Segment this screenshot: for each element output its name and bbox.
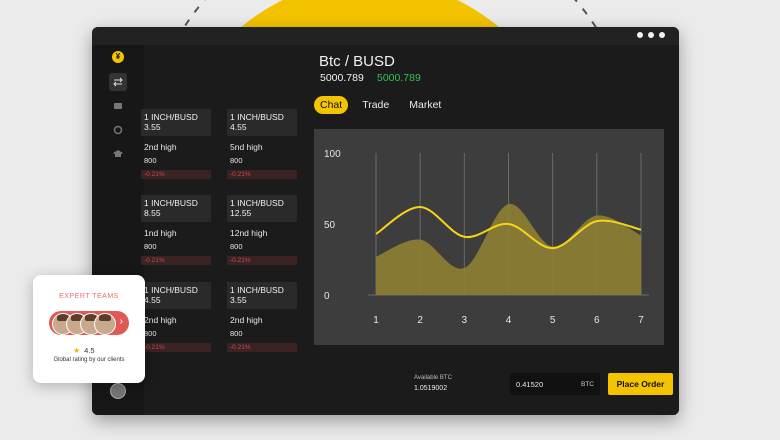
card-pair: 1 INCH/BUSD xyxy=(144,198,198,208)
graduation-cap-icon[interactable] xyxy=(109,145,127,163)
card-change: -0.21% xyxy=(141,256,211,265)
card-header: 1 INCH/BUSD 3.55 xyxy=(141,109,211,136)
main-content: Btc / BUSD 5000.789 5000.789 Chat Trade … xyxy=(141,45,679,415)
card-count: 800 xyxy=(144,329,157,338)
dot xyxy=(637,32,643,38)
dot xyxy=(659,32,665,38)
card-count: 800 xyxy=(230,329,243,338)
market-card[interactable]: 1 INCH/BUSD 4.55 2nd high 800 -0.21% xyxy=(141,282,211,352)
price-chart[interactable]: 100 50 0 1 2 3 4 5 6 7 xyxy=(314,129,664,345)
rating-row: ★ 4.5 xyxy=(73,346,95,355)
card-label: 12nd high xyxy=(230,228,268,238)
price-value: 5000.789 xyxy=(320,72,364,84)
card-pair: 1 INCH/BUSD xyxy=(230,112,284,122)
card-pair: 1 INCH/BUSD xyxy=(144,285,198,295)
card-label: 1nd high xyxy=(144,228,177,238)
available-label: Available BTC xyxy=(414,375,452,381)
card-label: 2nd high xyxy=(144,315,177,325)
x-tick-label: 2 xyxy=(417,315,423,326)
wallet-icon[interactable] xyxy=(109,97,127,115)
card-value: 3.55 xyxy=(144,122,161,132)
x-tick-label: 7 xyxy=(638,315,644,326)
x-tick-label: 4 xyxy=(506,315,512,326)
team-avatars: › xyxy=(49,311,129,335)
card-label: 5nd high xyxy=(230,142,263,152)
x-tick-label: 5 xyxy=(550,315,556,326)
avatar[interactable] xyxy=(110,383,126,399)
x-tick-label: 3 xyxy=(462,315,468,326)
rating-value: 4.5 xyxy=(84,346,95,355)
card-change: -0.21% xyxy=(227,256,297,265)
card-pair: 1 INCH/BUSD xyxy=(230,285,284,295)
market-card[interactable]: 1 INCH/BUSD 3.55 2nd high 800 -0.21% xyxy=(227,282,297,352)
card-header: 1 INCH/BUSD 4.55 xyxy=(227,109,297,136)
tab-trade[interactable]: Trade xyxy=(362,99,390,111)
card-pair: 1 INCH/BUSD xyxy=(230,198,284,208)
card-change: -0.21% xyxy=(227,170,297,179)
tab-market[interactable]: Market xyxy=(409,99,442,111)
settings-icon[interactable] xyxy=(109,121,127,139)
y-tick-label: 100 xyxy=(324,149,341,160)
area-series xyxy=(376,203,641,295)
chart-canvas: 100 50 0 1 2 3 4 5 6 7 xyxy=(324,149,649,326)
tab-bar: Chat Trade Market xyxy=(314,96,447,114)
star-icon: ★ xyxy=(73,346,81,355)
card-header: 1 INCH/BUSD 3.55 xyxy=(227,282,297,309)
expert-title: EXPERT TEAMS xyxy=(59,293,119,300)
card-count: 800 xyxy=(144,242,157,251)
order-amount-input[interactable]: 0.41520 BTC xyxy=(510,373,600,395)
price-change: 5000.789 xyxy=(377,72,421,84)
card-value: 8.55 xyxy=(144,208,161,218)
avatar xyxy=(94,313,116,335)
window-menu-dots[interactable] xyxy=(637,32,665,38)
order-amount: 0.41520 xyxy=(516,379,544,389)
place-order-button[interactable]: Place Order xyxy=(608,373,673,395)
market-card[interactable]: 1 INCH/BUSD 8.55 1nd high 800 -0.21% xyxy=(141,195,211,265)
card-value: 3.55 xyxy=(230,295,247,305)
y-tick-label: 0 xyxy=(324,291,330,302)
order-unit: BTC xyxy=(581,380,594,388)
market-card[interactable]: 1 INCH/BUSD 4.55 5nd high 800 -0.21% xyxy=(227,109,297,179)
card-value: 4.55 xyxy=(144,295,161,305)
tab-chat[interactable]: Chat xyxy=(314,96,349,114)
line-series xyxy=(375,205,642,250)
card-label: 2nd high xyxy=(230,315,263,325)
card-count: 800 xyxy=(230,156,243,165)
card-count: 800 xyxy=(230,242,243,251)
card-value: 4.55 xyxy=(230,122,247,132)
card-header: 1 INCH/BUSD 12.55 xyxy=(227,195,297,222)
market-card[interactable]: 1 INCH/BUSD 3.55 2nd high 800 -0.21% xyxy=(141,109,211,179)
chevron-right-icon[interactable]: › xyxy=(119,316,123,327)
card-pair: 1 INCH/BUSD xyxy=(144,112,198,122)
card-change: -0.21% xyxy=(141,343,211,352)
y-tick-label: 50 xyxy=(324,220,336,231)
app-window: ¥ Btc / BUSD 5000.789 5000.789 Chat Trad… xyxy=(92,27,679,415)
expert-teams-card[interactable]: EXPERT TEAMS › ★ 4.5 Global rating by ou… xyxy=(33,275,145,383)
card-value: 12.55 xyxy=(230,208,252,218)
market-card[interactable]: 1 INCH/BUSD 12.55 12nd high 800 -0.21% xyxy=(227,195,297,265)
dot xyxy=(648,32,654,38)
transfer-icon[interactable] xyxy=(109,73,127,91)
card-count: 800 xyxy=(144,156,157,165)
available-value: 1.0519002 xyxy=(414,385,448,392)
title-bar xyxy=(92,27,679,45)
rating-text: Global rating by our clients xyxy=(53,357,125,363)
x-tick-label: 1 xyxy=(373,315,379,326)
card-change: -0.21% xyxy=(141,170,211,179)
pair-title: Btc / BUSD xyxy=(319,53,395,70)
card-change: -0.21% xyxy=(227,343,297,352)
card-header: 1 INCH/BUSD 4.55 xyxy=(141,282,211,309)
logo-icon[interactable]: ¥ xyxy=(112,51,124,63)
x-tick-label: 6 xyxy=(594,315,600,326)
card-header: 1 INCH/BUSD 8.55 xyxy=(141,195,211,222)
card-label: 2nd high xyxy=(144,142,177,152)
